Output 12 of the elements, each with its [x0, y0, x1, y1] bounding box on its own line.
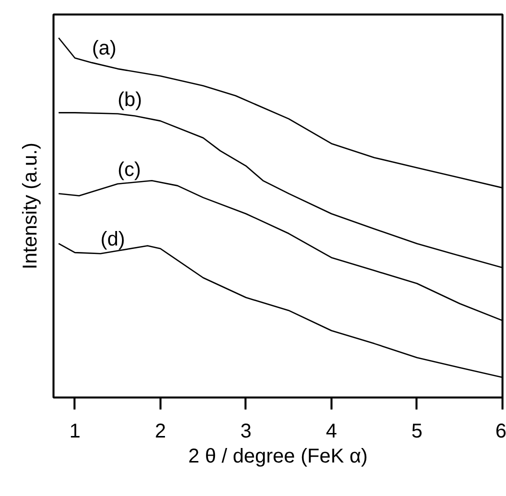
series-label: (d) [100, 228, 125, 251]
x-tick-label: 3 [240, 420, 252, 442]
x-axis-title: 2 θ / degree (FeK α) [188, 446, 368, 468]
series-label: (c) [118, 158, 141, 181]
series-label: (b) [118, 88, 142, 111]
y-axis-title: Intensity (a.u.) [20, 142, 42, 270]
x-tick-label: 2 [154, 420, 166, 442]
x-tick-label: 6 [495, 420, 506, 442]
x-tick-label: 1 [69, 420, 80, 442]
x-tick-label: 5 [411, 420, 423, 442]
x-tick-label: 4 [326, 420, 338, 442]
series-label: (a) [92, 38, 116, 60]
